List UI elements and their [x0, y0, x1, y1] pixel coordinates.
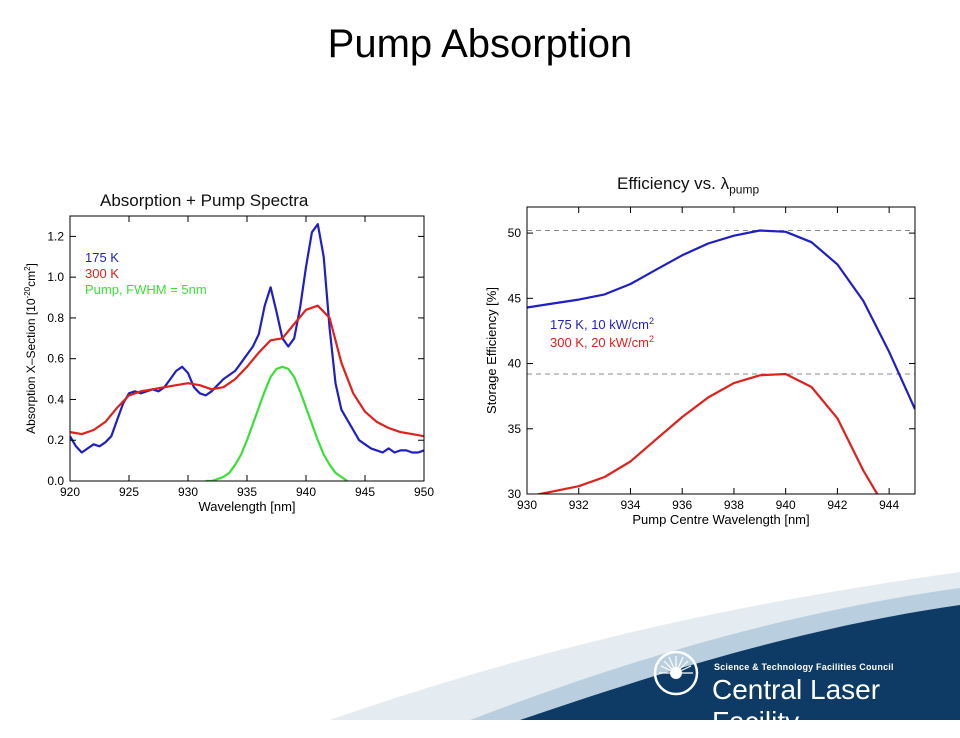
series-line-2	[534, 372, 879, 494]
efficiency-chart: 930 932 934 936 938 940 942 944 30 35 40 45 50 Pump C…	[484, 206, 916, 527]
right-chart-title: Efficiency vs. λpump	[617, 174, 759, 196]
legend-entry: 300 K	[85, 266, 119, 281]
y-tick-label: 1.0	[47, 270, 64, 284]
x-tick-label: 950	[414, 485, 434, 499]
x-tick-label: 945	[355, 485, 375, 499]
y-tick-label: 40	[508, 357, 522, 371]
y-axis-label: Absorption X–Section [10-20cm2]	[23, 263, 38, 434]
series-line-1	[70, 223, 424, 454]
y-tick-label: 0.4	[47, 392, 64, 406]
x-tick-label: 930	[517, 498, 537, 512]
slide-title: Pump Absorption	[327, 22, 633, 66]
lambda-symbol: λ	[720, 174, 730, 193]
x-tick-label: 935	[237, 485, 257, 499]
y-tick-label: 0.8	[47, 311, 64, 325]
brand-facility-text: Central Laser Facility	[712, 674, 881, 737]
y-axis-label-unit: cm	[24, 271, 38, 287]
x-tick-label: 925	[119, 485, 139, 499]
legend-entry-sup: 2	[649, 334, 654, 344]
left-chart-title: Absorption + Pump Spectra	[100, 191, 309, 210]
stfc-logo-icon	[653, 650, 699, 696]
legend-entry-text: 175 K, 10 kW/cm	[550, 317, 649, 332]
slide-canvas: 920 925 930 935 940 945 950 0.0 0.2 0.4 0.6 0.8 1.0 1…	[23, 206, 960, 720]
series-line-3	[205, 365, 348, 481]
y-tick-label: 0.6	[47, 352, 64, 366]
y-tick-label: 0.0	[47, 474, 64, 488]
y-axis-label-close: ]	[24, 263, 38, 266]
x-tick-label: 936	[672, 498, 692, 512]
x-tick-label: 932	[569, 498, 589, 512]
y-tick-label: 45	[508, 291, 522, 305]
y-tick-label: 30	[508, 487, 522, 501]
absorption-chart: 920 925 930 935 940 945 950 0.0 0.2 0.4 0.6 0.8 1.0 1…	[23, 215, 434, 514]
y-tick-label: 50	[508, 226, 522, 240]
y-axis-label-exp: -20	[23, 286, 32, 298]
y-axis-label-unit-exp: 2	[23, 266, 32, 271]
legend-entry: 175 K	[85, 250, 119, 265]
right-chart-title-sub: pump	[729, 182, 760, 197]
y-tick-label: 1.2	[47, 229, 64, 243]
x-tick-label: 942	[827, 498, 847, 512]
y-tick-label: 0.2	[47, 433, 64, 447]
x-axis-label: Wavelength [nm]	[198, 499, 295, 514]
y-axis-label: Storage Efficiency [%]	[484, 287, 499, 414]
right-chart-title-text: Efficiency vs.	[617, 174, 721, 193]
x-axis-label: Pump Centre Wavelength [nm]	[632, 512, 809, 527]
brand-swoosh-navy	[520, 605, 960, 720]
x-tick-label: 920	[60, 485, 80, 499]
legend-entry-sup: 2	[649, 316, 654, 326]
x-tick-label: 944	[879, 498, 899, 512]
series-line-2	[70, 304, 424, 438]
x-tick-label: 940	[296, 485, 316, 499]
brand-council-text: Science & Technology Facilities Council	[714, 662, 894, 672]
legend-entry-text: 300 K, 20 kW/cm	[550, 335, 649, 350]
legend-entry: Pump, FWHM = 5nm	[85, 282, 207, 297]
series-line-1	[527, 229, 915, 410]
legend-entry: 175 K, 10 kW/cm2	[550, 316, 654, 332]
legend-entry: 300 K, 20 kW/cm2	[550, 334, 654, 350]
x-tick-label: 940	[776, 498, 796, 512]
x-tick-label: 930	[178, 485, 198, 499]
x-tick-label: 938	[724, 498, 744, 512]
y-axis-label-main: Absorption X–Section [10	[24, 298, 38, 434]
y-tick-label: 35	[508, 422, 522, 436]
x-tick-label: 934	[620, 498, 640, 512]
plot-frame	[526, 206, 916, 495]
